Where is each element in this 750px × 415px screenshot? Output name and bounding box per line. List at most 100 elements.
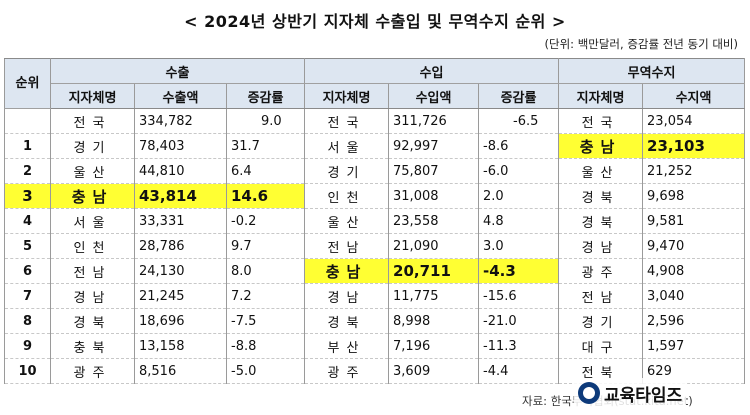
rank-header: 순위 [4,58,51,109]
export-amount-cell: 18,696 [134,308,227,334]
balance-region-header: 지자체명 [558,83,644,109]
export-amount-cell: 33,331 [134,208,227,234]
export-rate-cell: 14.6 [225,183,306,209]
export-amount-cell: 13,158 [134,333,227,359]
import-amount-cell: 21,090 [388,233,480,259]
balance-amount-cell: 9,581 [642,208,746,234]
import-rate-cell: -8.6 [478,133,560,159]
balance-amount-cell: 1,597 [642,333,746,359]
balance-region-cell: 울산 [558,158,644,184]
balance-amount-cell: 2,596 [642,308,746,334]
table-row: 1 경기 78,403 31.7 서울 92,997 -8.6 충남 23,10… [4,133,746,159]
export-amount-cell: 24,130 [134,258,227,284]
export-rate-cell: 8.0 [225,258,306,284]
import-rate-cell: 2.0 [478,183,560,209]
import-rate-cell: -4.4 [478,358,560,384]
balance-region-cell: 경북 [558,183,644,209]
total-row: 전국 334,782 9.0 전국 311,726 -6.5 전국 23,054 [4,108,746,134]
export-rate-cell: -8.8 [225,333,306,359]
import-rate-cell: -4.3 [478,258,560,284]
publisher-watermark: 교육타임즈 [574,378,687,408]
export-amount-cell: 44,810 [134,158,227,184]
balance-amount-cell: 23,103 [642,133,746,159]
table-row: 4 서울 33,331 -0.2 울산 23,558 4.8 경북 9,581 [4,208,746,234]
table-row: 10 광주 8,516 -5.0 광주 3,609 -4.4 전북 629 [4,358,746,384]
export-group-header: 수출 [49,58,306,84]
import-rate-cell: -15.6 [478,283,560,309]
balance-region-cell: 경기 [558,308,644,334]
export-region-cell: 충남 [50,183,135,209]
export-rate-cell: -5.0 [225,358,306,384]
export-region-cell: 경남 [50,283,135,309]
watermark-text: 교육타임즈 [604,385,683,406]
export-amount-cell: 8,516 [134,358,227,384]
table-row: 2 울산 44,810 6.4 경기 75,807 -6.0 울산 21,252 [4,158,746,184]
import-amount-cell: 23,558 [388,208,480,234]
import-rate-cell: -6.0 [478,158,560,184]
export-rate-cell: -0.2 [225,208,306,234]
import-amount-cell: 75,807 [388,158,480,184]
export-rate-header: 증감률 [225,83,306,109]
export-amount-cell: 43,814 [134,183,227,209]
import-amount-cell: 3,609 [388,358,480,384]
import-region-cell: 충남 [304,258,390,284]
header-group-row: 순위 수출 수입 무역수지 [4,58,746,109]
export-region-header: 지자체명 [50,83,135,109]
export-region-cell: 전남 [50,258,135,284]
table-row: 5 인천 28,786 9.7 전남 21,090 3.0 경남 9,470 [4,233,746,259]
export-region-cell: 경기 [50,133,135,159]
header-column-row: 지자체명 수출액 증감률 지자체명 수입액 증감률 지자체명 수지액 [5,83,746,109]
table-row: 3 충남 43,814 14.6 인천 31,008 2.0 경북 9,698 [4,183,746,209]
balance-region-cell: 대구 [558,333,644,359]
total-export-amount: 334,782 [134,108,227,134]
export-rate-cell: 31.7 [225,133,306,159]
balance-region-cell: 경북 [558,208,644,234]
trade-ranking-table: 순위 수출 수입 무역수지 지자체명 수출액 증감률 지자체명 수입액 증감률 … [4,58,746,384]
import-rate-cell: -11.3 [478,333,560,359]
table-row: 9 충북 13,158 -8.8 부산 7,196 -11.3 대구 1,597 [4,333,746,359]
import-rate-cell: 4.8 [478,208,560,234]
import-region-cell: 경기 [304,158,390,184]
unit-note: (단위: 백만달러, 증감률 전년 동기 대비) [544,37,738,51]
import-region-cell: 부산 [304,333,390,359]
export-amount-cell: 28,786 [134,233,227,259]
export-region-cell: 충북 [50,333,135,359]
import-region-header: 지자체명 [304,83,390,109]
balance-region-cell: 경남 [558,233,644,259]
export-rate-cell: 9.7 [225,233,306,259]
import-region-cell: 광주 [304,358,390,384]
import-region-cell: 전남 [304,233,390,259]
logo-icon [578,382,600,404]
export-amount-cell: 78,403 [134,133,227,159]
balance-amount-cell: 3,040 [642,283,746,309]
total-balance-region: 전국 [558,108,644,134]
export-amount-cell: 21,245 [134,283,227,309]
import-region-cell: 경남 [304,283,390,309]
balance-amount-cell: 9,698 [642,183,746,209]
export-rate-cell: -7.5 [225,308,306,334]
export-region-cell: 서울 [50,208,135,234]
rank-cell: 3 [4,183,51,209]
total-rank-cell [4,108,51,134]
rank-cell: 6 [4,258,51,284]
table-row: 6 전남 24,130 8.0 충남 20,711 -4.3 광주 4,908 [4,258,746,284]
import-region-cell: 경북 [304,308,390,334]
rank-cell: 9 [4,333,51,359]
import-amount-cell: 20,711 [388,258,480,284]
import-region-cell: 인천 [304,183,390,209]
balance-region-cell: 전남 [558,283,644,309]
balance-region-cell: 광주 [558,258,644,284]
export-region-cell: 광주 [50,358,135,384]
total-import-rate: -6.5 [478,108,560,134]
rank-cell: 2 [4,158,51,184]
import-region-cell: 서울 [304,133,390,159]
export-rate-cell: 6.4 [225,158,306,184]
import-amount-cell: 11,775 [388,283,480,309]
rank-cell: 10 [4,358,51,384]
export-rate-cell: 7.2 [225,283,306,309]
import-rate-header: 증감률 [478,83,560,109]
import-rate-cell: -21.0 [478,308,560,334]
total-export-region: 전국 [50,108,135,134]
import-amount-cell: 7,196 [388,333,480,359]
rank-cell: 5 [4,233,51,259]
